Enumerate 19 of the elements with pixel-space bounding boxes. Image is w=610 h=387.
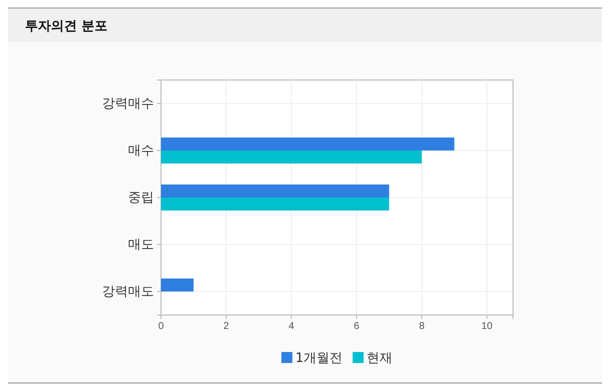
y-tick-label: 강력매수 bbox=[102, 96, 154, 111]
x-tick-label: 8 bbox=[418, 321, 425, 332]
legend-label: 1개월전 bbox=[295, 351, 343, 366]
x-tick-label: 6 bbox=[354, 321, 360, 332]
y-tick-label: 중립 bbox=[128, 190, 154, 205]
y-tick-label: 매도 bbox=[128, 236, 154, 252]
x-tick-label: 0 bbox=[158, 321, 164, 332]
y-tick-label: 매수 bbox=[128, 142, 154, 158]
x-tick-label: 2 bbox=[223, 321, 230, 332]
bar bbox=[161, 184, 390, 198]
legend-label: 현재 bbox=[366, 351, 393, 366]
x-tick-label: 4 bbox=[288, 321, 295, 332]
bar bbox=[161, 138, 454, 150]
y-tick-label: 강력매도 bbox=[102, 284, 154, 299]
bar bbox=[161, 278, 194, 292]
x-tick-label: 10 bbox=[481, 321, 493, 332]
bar bbox=[161, 198, 390, 210]
chart-title: 투자의견 분포 bbox=[25, 19, 108, 34]
bar bbox=[161, 150, 422, 164]
